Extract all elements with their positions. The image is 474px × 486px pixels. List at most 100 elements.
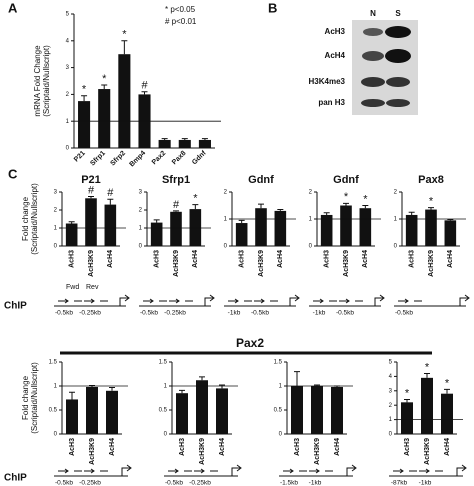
primer-arrow <box>84 468 108 474</box>
bar <box>340 205 352 246</box>
promoter-position: -0.5kb <box>55 310 73 317</box>
error-bar <box>447 219 454 221</box>
x-tick-label: AcH4 <box>334 438 341 456</box>
y-tick-label: 5 <box>389 360 393 366</box>
primer-arrow <box>339 298 363 304</box>
promoter-schematic <box>309 294 385 307</box>
group-title: Pax2 <box>236 336 264 350</box>
y-tick-label: 0 <box>224 244 228 250</box>
primer-arrow <box>84 298 108 304</box>
x-tick-label: AcH4 <box>362 250 369 268</box>
promoter-position: -0.5kb <box>165 480 183 486</box>
error-bar <box>238 219 245 224</box>
bar <box>106 390 118 434</box>
bar <box>421 377 433 434</box>
bar <box>158 139 171 148</box>
y-tick-label: 0 <box>54 244 58 250</box>
error-bar <box>424 373 430 378</box>
y-tick-label: 1.5 <box>159 360 168 366</box>
y-tick-label: 3 <box>66 65 70 71</box>
chart-title: Pax8 <box>418 174 444 186</box>
primer-arrow <box>168 468 192 474</box>
bar <box>86 386 98 434</box>
x-tick-label: AcH3 <box>154 250 161 268</box>
error-bar <box>109 386 115 391</box>
bar <box>196 380 208 434</box>
error-bar <box>141 91 148 95</box>
significance-mark: * <box>405 387 410 399</box>
x-tick-label: AcH3K9 <box>173 250 180 277</box>
significance-mark: * <box>445 377 450 389</box>
x-tick-label: AcH4 <box>219 438 226 456</box>
y-tick-label: 0 <box>309 244 313 250</box>
y-tick-label: 1.5 <box>49 360 58 366</box>
y-tick-label: 2 <box>66 92 70 98</box>
error-bar <box>179 389 185 394</box>
y-tick-label: 0.5 <box>49 408 58 414</box>
significance-mark: * <box>363 193 368 205</box>
y-tick-label: 2 <box>224 190 228 196</box>
promoter-schematic <box>54 464 132 477</box>
error-bar <box>258 203 264 209</box>
primer-label: Fwd <box>66 284 79 291</box>
significance-mark: # <box>88 184 95 196</box>
x-tick-label: AcH3K9 <box>343 250 350 277</box>
error-bar <box>107 198 114 205</box>
promoter-position: -1kb <box>419 480 432 486</box>
y-tick-label: 0 <box>164 432 168 438</box>
promoter-schematic <box>224 294 300 307</box>
blot-row-label: H3K4me3 <box>309 77 346 86</box>
lane-label: S <box>395 9 401 18</box>
legend-text: * p<0.05 <box>165 5 196 14</box>
primer-arrow <box>313 298 337 304</box>
x-tick-label: AcH3 <box>69 250 76 268</box>
bar <box>104 204 117 246</box>
promoter-position: -0.5kb <box>336 310 354 317</box>
primer-arrow <box>58 468 82 474</box>
x-tick-label: Pax8 <box>171 150 188 167</box>
significance-mark: # <box>107 187 114 199</box>
primer-arrow <box>169 298 193 304</box>
y-tick-label: 2 <box>54 208 58 214</box>
error-bar <box>323 212 330 215</box>
x-tick-label: AcH3K9 <box>258 250 265 277</box>
primer-arrow <box>309 468 333 474</box>
promoter-schematic <box>394 294 470 307</box>
error-bar <box>201 138 208 140</box>
y-tick-label: 4 <box>389 374 393 380</box>
x-tick-label: AcH3 <box>239 250 246 268</box>
promoter-position: -1kb <box>228 310 241 317</box>
bar <box>291 386 303 434</box>
bar <box>441 393 453 434</box>
y-tick-label: 1 <box>309 217 313 223</box>
y-tick-label: 3 <box>389 388 393 394</box>
y-axis-label: Fold change <box>21 196 30 241</box>
bar <box>85 198 97 246</box>
bar <box>216 388 228 434</box>
bar <box>198 139 211 148</box>
error-bar <box>181 138 188 140</box>
error-bar <box>69 391 75 400</box>
x-tick-label: AcH4 <box>277 250 284 268</box>
promoter-position: -0.25kb <box>79 480 101 486</box>
error-bar <box>161 138 168 140</box>
x-tick-label: AcH3 <box>179 438 186 456</box>
primer-arrow <box>254 298 278 304</box>
error-bar <box>88 196 94 199</box>
x-tick-label: Pax2 <box>151 150 168 167</box>
x-tick-label: AcH3K9 <box>428 250 435 277</box>
primer-label: Rev <box>86 284 99 291</box>
chart-title: P21 <box>81 174 101 186</box>
bar <box>189 209 202 246</box>
y-tick-label: 2 <box>394 190 398 196</box>
chart-title: Gdnf <box>248 174 274 186</box>
primer-arrow <box>393 468 417 474</box>
y-tick-label: 0 <box>394 244 398 250</box>
promoter-position: -1kb <box>313 310 326 317</box>
x-tick-label: AcH4 <box>107 250 114 268</box>
significance-mark: # <box>141 80 148 92</box>
y-tick-label: 1 <box>66 119 70 125</box>
blot-row-label: pan H3 <box>318 98 345 107</box>
blot-bands <box>361 26 411 107</box>
bar <box>170 211 182 246</box>
